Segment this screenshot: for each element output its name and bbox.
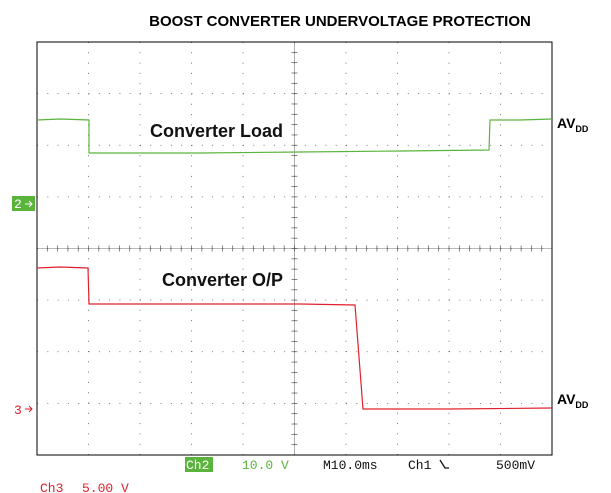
graticule [36,41,553,456]
annotation: Converter Load [150,121,283,141]
trace-ch2 [36,118,553,154]
ch2-scale: 10.0 V [242,458,289,473]
title: BOOST CONVERTER UNDERVOLTAGE PROTECTION [149,13,531,30]
rail-label-sub: DD [575,400,588,410]
rail-label: AVDD [557,115,589,134]
channel-marker: 2 [14,197,22,212]
ch2-label: Ch2 [186,458,209,473]
graticule-border [36,41,553,456]
annotation: Converter O/P [162,270,283,290]
trace-ch3 [36,266,553,410]
trigger-slope [439,459,449,469]
rail-label-main: AV [557,391,576,407]
marker-arrow [25,405,33,413]
rail-label-sub: DD [575,124,588,134]
rail-label-main: AV [557,115,576,131]
timebase: M10.0ms [323,458,378,473]
trigger-source: Ch1 [408,458,432,473]
rail-label: AVDD [557,391,589,410]
trigger-level: 500mV [496,458,535,473]
ch3-label: Ch3 [40,481,63,493]
channel-marker: 3 [14,403,22,418]
marker-box [12,196,35,211]
marker-arrow [25,200,33,208]
ch3-scale: 5.00 V [82,481,129,493]
ch2-box [185,457,213,472]
